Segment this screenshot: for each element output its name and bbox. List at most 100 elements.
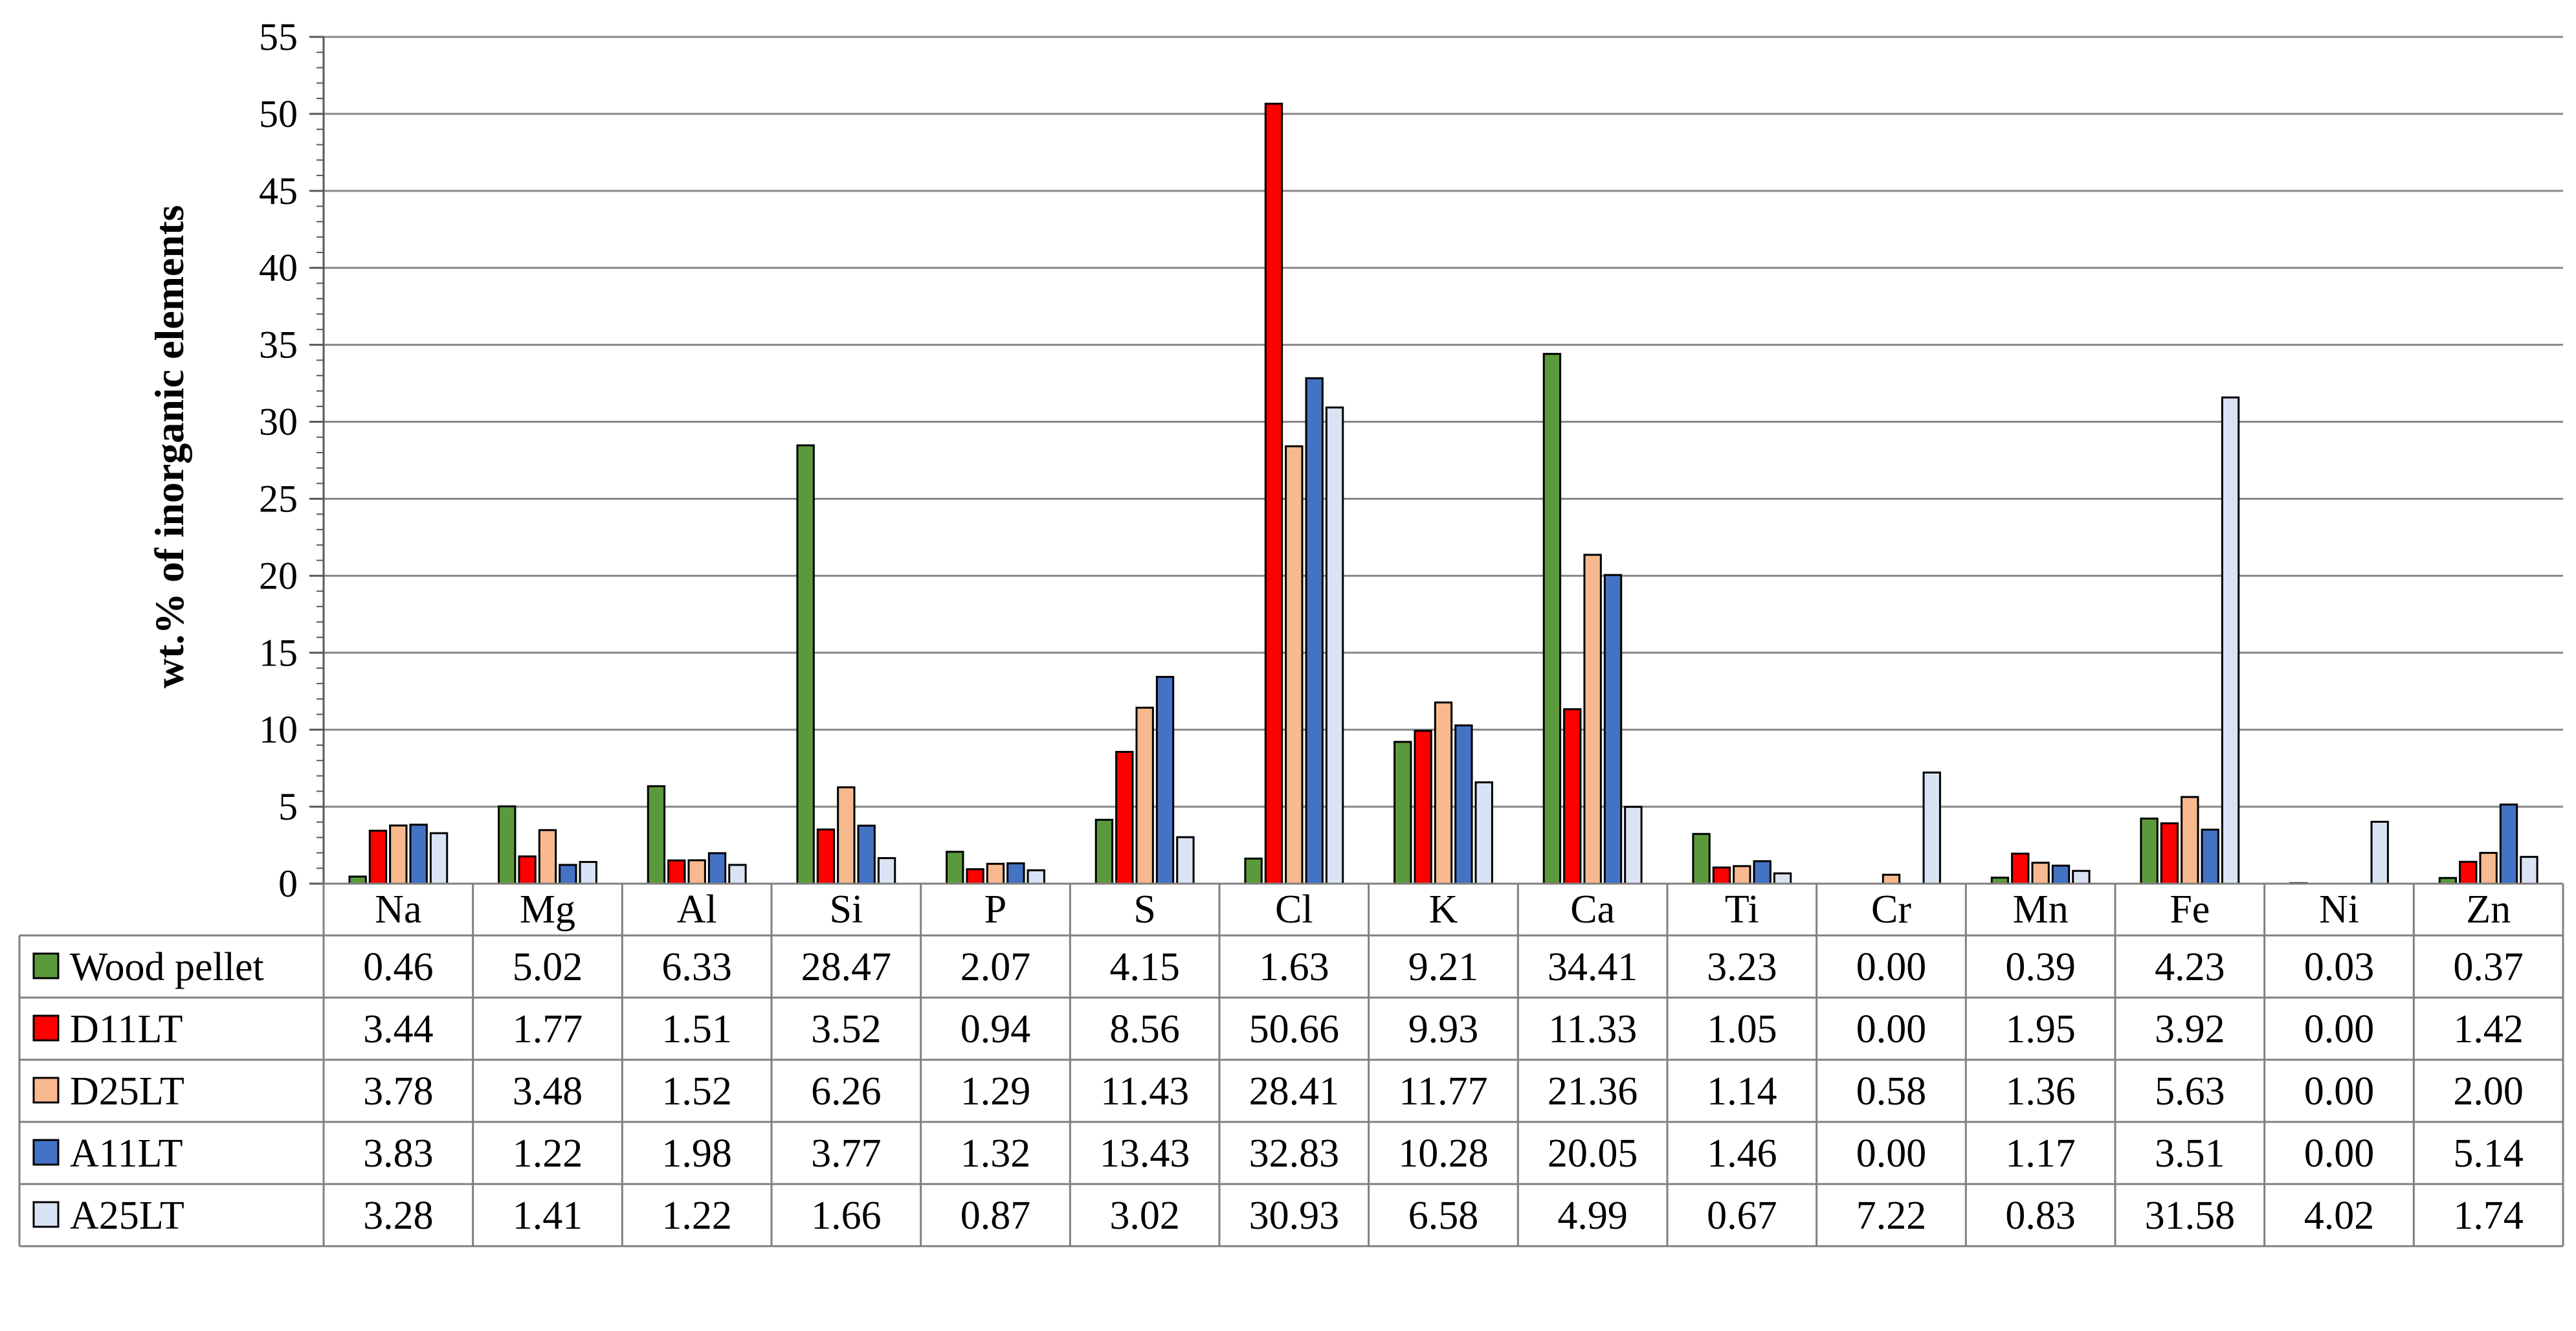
data-label: 11.33	[1548, 1007, 1637, 1051]
bar	[667, 859, 686, 885]
bar	[1773, 872, 1792, 885]
bar	[2072, 869, 2091, 885]
data-label: 3.48	[513, 1069, 583, 1113]
data-label: 31.58	[2145, 1194, 2236, 1238]
category-label: Ni	[2319, 888, 2359, 932]
bar	[2479, 851, 2498, 885]
data-label: 2.00	[2453, 1069, 2524, 1113]
axes	[309, 36, 325, 885]
category-label: Mn	[2013, 888, 2069, 932]
bar	[946, 851, 964, 885]
bar	[1414, 730, 1432, 885]
category-label: Al	[677, 888, 717, 932]
y-tick-label: 50	[259, 93, 298, 135]
y-tick-label: 45	[259, 170, 298, 212]
data-label: 0.00	[2304, 1069, 2375, 1113]
data-label: 0.00	[1856, 1007, 1927, 1051]
data-label: 3.92	[2155, 1007, 2225, 1051]
bar	[2520, 856, 2538, 885]
bar	[518, 855, 537, 885]
bar	[2160, 822, 2179, 885]
bar	[877, 857, 896, 885]
legend-key	[32, 1139, 60, 1166]
data-label: 30.93	[1249, 1194, 1340, 1238]
y-tick-label: 35	[259, 324, 298, 366]
legend-entry: A25LT	[70, 1194, 184, 1238]
data-label: 4.23	[2155, 945, 2225, 989]
legend-entry: D25LT	[70, 1069, 184, 1113]
bar	[409, 823, 428, 885]
bar	[1393, 741, 1412, 885]
bar	[1624, 805, 1643, 885]
data-label: 3.78	[363, 1069, 434, 1113]
bar	[2140, 817, 2159, 885]
bar	[2201, 829, 2219, 885]
data-label: 34.41	[1548, 945, 1638, 989]
data-label: 3.83	[363, 1132, 434, 1176]
category-label: Mg	[520, 888, 575, 932]
bar	[1155, 676, 1175, 885]
data-label: 11.77	[1399, 1069, 1487, 1113]
bar	[1285, 445, 1304, 885]
bar	[1542, 353, 1562, 885]
category-label: K	[1429, 888, 1458, 932]
category-label: P	[984, 888, 1006, 932]
bar	[1434, 701, 1453, 885]
legend-key	[32, 1014, 60, 1042]
category-label: Cl	[1275, 888, 1313, 932]
data-label: 5.14	[2453, 1132, 2524, 1176]
data-label: 4.15	[1109, 945, 1180, 989]
bar	[2181, 796, 2199, 885]
data-label: 1.14	[1707, 1069, 1777, 1113]
data-label: 0.46	[363, 945, 434, 989]
data-label: 4.99	[1557, 1194, 1628, 1238]
data-label: 28.47	[801, 945, 892, 989]
bar	[1135, 706, 1154, 885]
y-tick-label: 20	[259, 554, 298, 597]
bar	[837, 786, 856, 885]
data-label: 0.03	[2304, 945, 2375, 989]
data-label: 1.66	[811, 1194, 882, 1238]
data-label: 3.44	[363, 1007, 434, 1051]
data-label: 9.93	[1408, 1007, 1479, 1051]
data-label: 3.51	[2155, 1132, 2225, 1176]
data-label: 9.21	[1408, 945, 1479, 989]
bar	[1882, 873, 1901, 885]
y-tick-label: 55	[259, 16, 298, 58]
legend-key	[32, 1077, 60, 1104]
bar	[1305, 377, 1324, 885]
data-label: 13.43	[1100, 1132, 1190, 1176]
bar	[1603, 574, 1623, 885]
y-tick-label: 5	[278, 785, 298, 828]
data-label: 0.37	[2453, 945, 2524, 989]
category-label: S	[1133, 888, 1155, 932]
bar	[429, 832, 449, 885]
y-tick-label: 40	[259, 247, 298, 289]
data-label: 3.02	[1109, 1194, 1180, 1238]
bar	[986, 862, 1005, 885]
data-label: 1.36	[2005, 1069, 2076, 1113]
data-label: 1.42	[2453, 1007, 2524, 1051]
data-label: 0.67	[1707, 1194, 1777, 1238]
data-label: 1.46	[1707, 1132, 1777, 1176]
category-label: Si	[829, 888, 863, 932]
data-label: 3.52	[811, 1007, 882, 1051]
bar	[1454, 724, 1473, 885]
bar	[1583, 554, 1602, 885]
data-label: 5.02	[513, 945, 583, 989]
data-label: 28.41	[1249, 1069, 1340, 1113]
data-label: 1.95	[2005, 1007, 2076, 1051]
legend-key	[32, 1201, 60, 1228]
legend-entry: D11LT	[70, 1007, 183, 1051]
data-label: 0.83	[2005, 1194, 2076, 1238]
bar	[498, 805, 516, 885]
data-label: 1.29	[960, 1069, 1031, 1113]
data-label: 1.51	[661, 1007, 732, 1051]
bar	[1264, 102, 1283, 885]
data-label: 5.63	[2155, 1069, 2225, 1113]
bar	[1325, 406, 1344, 885]
bar	[368, 829, 388, 885]
data-label: 1.05	[1707, 1007, 1777, 1051]
y-tick-label: 25	[259, 477, 298, 520]
